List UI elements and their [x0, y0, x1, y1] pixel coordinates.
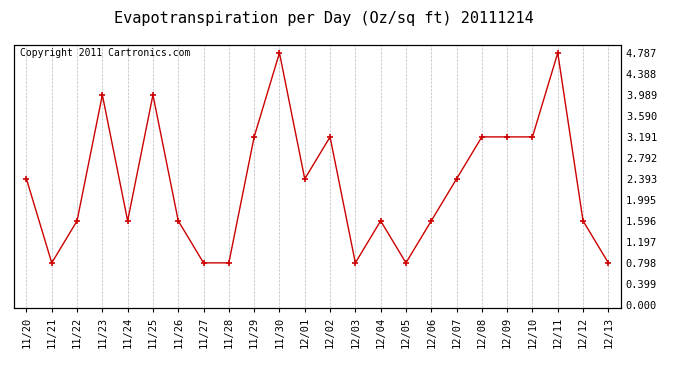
Text: Evapotranspiration per Day (Oz/sq ft) 20111214: Evapotranspiration per Day (Oz/sq ft) 20… [115, 11, 534, 26]
Text: Copyright 2011 Cartronics.com: Copyright 2011 Cartronics.com [20, 48, 190, 58]
